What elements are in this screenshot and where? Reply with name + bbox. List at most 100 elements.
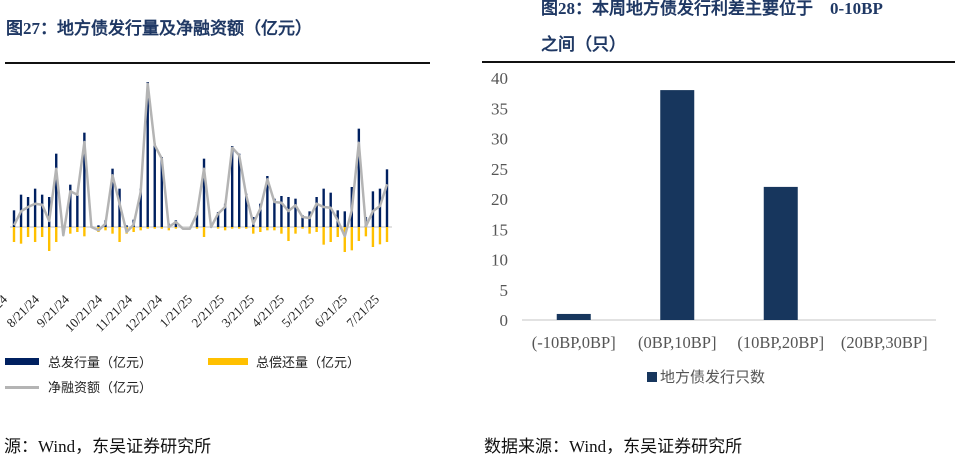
repayment-bar xyxy=(12,227,16,242)
issuance-bar xyxy=(385,169,389,227)
repayment-bar xyxy=(139,227,142,231)
right-x-tick-label: (10BP,20BP] xyxy=(737,333,824,352)
right-x-tick-label: (20BP,30BP] xyxy=(841,333,928,352)
repayment-bar xyxy=(55,227,58,242)
issuance-bar xyxy=(294,198,297,227)
repayment-bar xyxy=(385,227,389,242)
issuance-bar xyxy=(12,210,16,227)
right-legend-swatch xyxy=(647,372,657,382)
legend-swatch-repayment xyxy=(208,358,248,365)
repayment-bar xyxy=(132,227,135,232)
right-bar xyxy=(763,186,798,320)
repayment-bar xyxy=(33,227,37,242)
issuance-bar xyxy=(230,146,234,227)
left-x-tick-label: 6/21/25 xyxy=(311,292,350,331)
left-title-divider xyxy=(5,62,430,64)
issuance-bar xyxy=(160,157,163,227)
issuance-bar xyxy=(343,211,346,227)
right-y-tick-label: 30 xyxy=(491,130,508,149)
repayment-bar xyxy=(252,227,255,234)
repayment-bar xyxy=(19,227,23,244)
issuance-bar xyxy=(69,184,72,227)
right-x-tick-label: (0BP,10BP] xyxy=(638,333,716,352)
net-financing-line xyxy=(12,82,389,238)
repayment-bar xyxy=(273,227,276,231)
right-title-divider xyxy=(482,61,955,63)
left-x-tick-label: 7/21/25 xyxy=(343,292,382,331)
repayment-bar xyxy=(280,227,283,234)
right-bar xyxy=(556,313,591,320)
repayment-bar xyxy=(47,227,51,251)
issuance-bar xyxy=(146,82,149,227)
issuance-bar xyxy=(202,158,206,227)
repayment-bar xyxy=(336,227,339,237)
left-x-tick-label: 1/21/25 xyxy=(156,292,195,331)
issuance-bar xyxy=(83,132,86,227)
repayment-bar xyxy=(350,227,354,251)
right-y-tick-label: 5 xyxy=(500,281,509,300)
repayment-bar xyxy=(287,227,290,241)
issuance-bar xyxy=(76,194,79,227)
repayment-bar xyxy=(259,227,262,232)
right-y-tick-label: 10 xyxy=(491,251,508,270)
issuance-bar xyxy=(33,188,37,227)
issuance-bar xyxy=(259,203,262,227)
repayment-bar xyxy=(315,227,318,232)
issuance-bar xyxy=(238,153,241,227)
right-chart-title-line2: 之间（只） xyxy=(541,35,626,54)
repayment-bar xyxy=(195,227,199,229)
left-x-tick-label: 24 xyxy=(0,291,10,311)
repayment-bar xyxy=(111,227,114,234)
issuance-bar xyxy=(153,143,156,227)
repayment-bar xyxy=(329,227,332,242)
repayment-bar xyxy=(76,227,79,232)
repayment-bar xyxy=(301,227,304,229)
issuance-bar xyxy=(378,188,382,227)
repayment-bar xyxy=(69,227,72,234)
repayment-bar xyxy=(104,227,107,231)
issuance-bar xyxy=(195,212,199,227)
repayment-bar xyxy=(343,227,346,252)
issuance-bar xyxy=(266,176,269,227)
right-y-tick-label: 35 xyxy=(491,99,508,118)
legend-label-repayment: 总偿还量（亿元） xyxy=(256,355,360,370)
left-chart-title: 图27：地方债发行量及净融资额（亿元） xyxy=(6,19,312,38)
repayment-bar xyxy=(378,227,382,245)
right-legend-label: 地方债发行只数 xyxy=(660,369,765,386)
legend-label-net: 净融资额（亿元） xyxy=(48,380,152,395)
issuance-bar xyxy=(301,215,304,227)
repayment-bar xyxy=(357,227,361,241)
repayment-bar xyxy=(160,227,163,229)
issuance-bar xyxy=(273,198,276,227)
repayment-bar xyxy=(216,227,220,229)
issuance-bar xyxy=(315,197,318,227)
issuance-bar xyxy=(40,194,44,227)
repayment-bar xyxy=(174,227,178,229)
legend-swatch-issuance xyxy=(5,358,39,365)
right-bar xyxy=(660,90,695,320)
repayment-bar xyxy=(230,227,234,229)
right-y-tick-label: 15 xyxy=(491,220,508,239)
left-x-tick-label: 8/21/24 xyxy=(3,291,42,330)
issuance-bar xyxy=(245,193,248,227)
issuance-bar xyxy=(357,128,361,227)
left-x-tick-label: 5/21/25 xyxy=(278,292,317,331)
issuance-bar xyxy=(139,188,142,227)
right-chart-title-line1: 图28：本周地方债发行利差主要位于 0-10BP xyxy=(541,0,883,18)
repayment-bar xyxy=(40,227,44,237)
legend-label-issuance: 总发行量（亿元） xyxy=(48,355,152,370)
issuance-bar xyxy=(371,191,375,227)
right-y-tick-label: 0 xyxy=(500,311,509,330)
issuance-bar xyxy=(55,153,58,227)
repayment-bar xyxy=(153,227,156,229)
repayment-bar xyxy=(167,227,171,231)
issuance-bar xyxy=(111,168,114,227)
right-source: 数据来源：Wind，东吴证券研究所 xyxy=(484,437,743,456)
repayment-bar xyxy=(83,227,86,237)
repayment-bar xyxy=(308,227,311,234)
issuance-bar xyxy=(216,212,220,227)
repayment-bar xyxy=(371,227,375,247)
issuance-bar xyxy=(125,225,128,227)
repayment-bar xyxy=(238,227,241,229)
